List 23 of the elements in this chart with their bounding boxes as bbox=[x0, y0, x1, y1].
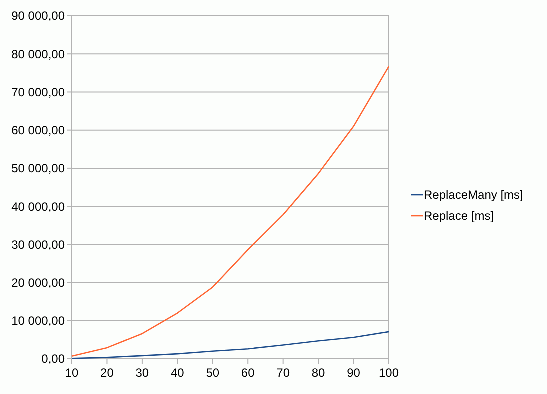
y-tick-label: 30 000,00 bbox=[12, 238, 66, 252]
x-tick-label: 100 bbox=[378, 366, 400, 380]
x-tick-label: 10 bbox=[65, 366, 79, 380]
line-series bbox=[71, 331, 390, 360]
y-tick-label: 70 000,00 bbox=[12, 85, 66, 100]
x-tick-label: 50 bbox=[206, 366, 220, 380]
y-tick-label: 50 000,00 bbox=[12, 162, 66, 176]
y-tick-label: 80 000,00 bbox=[12, 47, 66, 62]
y-tick-label: 40 000,00 bbox=[12, 200, 66, 214]
y-tick-label: 10 000,00 bbox=[12, 314, 66, 328]
y-tick-label: 20 000,00 bbox=[12, 276, 66, 290]
y-tick-label: 60 000,00 bbox=[12, 124, 66, 138]
y-tick-label: 0,00 bbox=[42, 352, 66, 366]
legend-label: Replace [ms] bbox=[424, 209, 494, 224]
legend-label: ReplaceMany [ms] bbox=[424, 188, 524, 202]
x-tick-label: 90 bbox=[347, 366, 361, 380]
x-tick-label: 60 bbox=[241, 366, 256, 380]
x-tick-label: 20 bbox=[100, 366, 114, 380]
x-tick-label: 70 bbox=[276, 366, 290, 380]
y-tick-label: 90 000,00 bbox=[12, 9, 66, 24]
x-tick-label: 30 bbox=[136, 366, 150, 380]
x-tick-label: 80 bbox=[312, 366, 326, 380]
x-tick-label: 40 bbox=[170, 366, 185, 380]
